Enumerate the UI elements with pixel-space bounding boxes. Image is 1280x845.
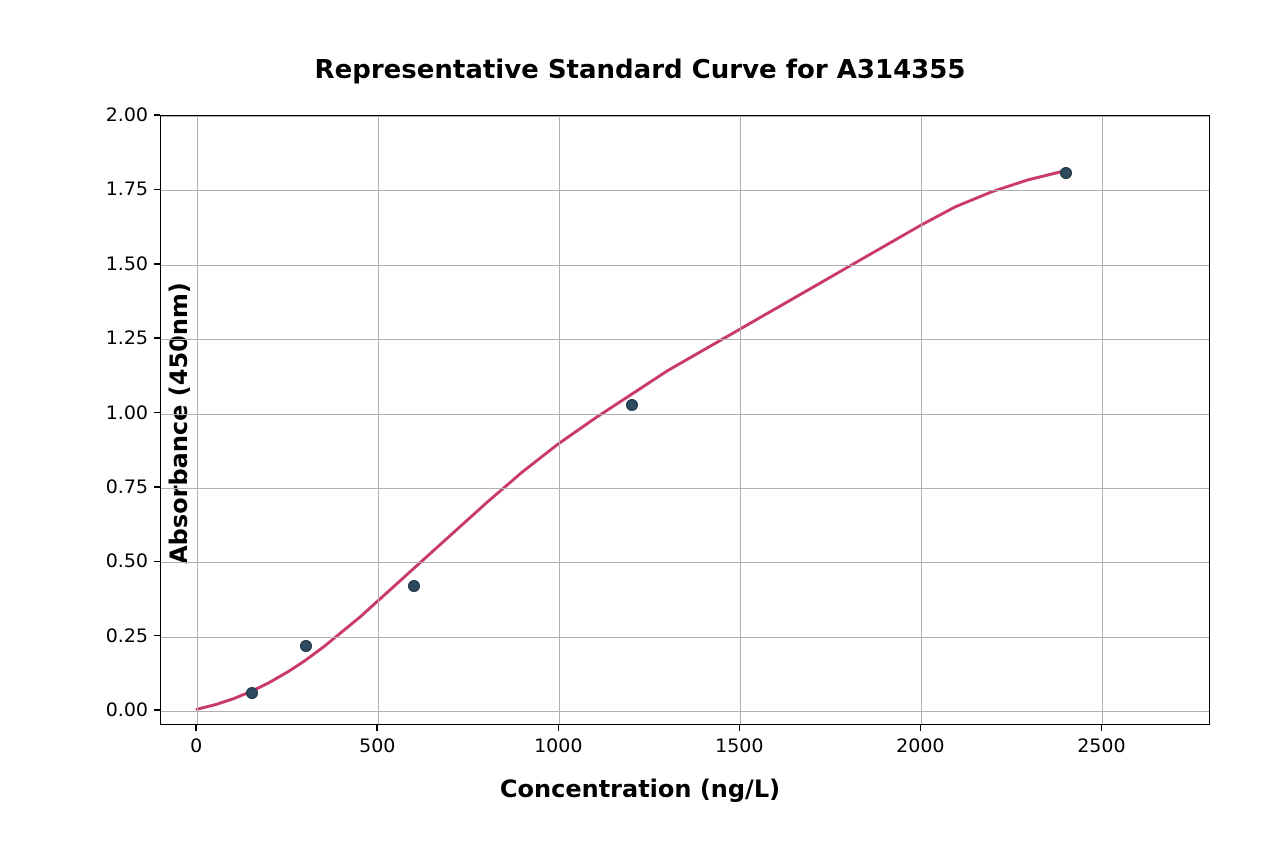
x-tick-label: 1500 [715,735,763,757]
x-tick-mark [739,725,741,731]
chart-container: Representative Standard Curve for A31435… [0,0,1280,845]
x-tick-mark [195,725,197,731]
scatter-point [408,580,420,592]
curve-line [161,116,1209,724]
y-tick-mark [154,486,160,488]
y-tick-label: 0.50 [98,550,148,572]
y-tick-label: 0.75 [98,476,148,498]
x-tick-mark [376,725,378,731]
gridline-vertical [740,116,741,724]
y-tick-label: 1.50 [98,253,148,275]
y-tick-mark [154,189,160,191]
y-tick-label: 2.00 [98,104,148,126]
x-tick-mark [1101,725,1103,731]
gridline-horizontal [161,116,1209,117]
gridline-vertical [921,116,922,724]
y-tick-mark [154,561,160,563]
gridline-horizontal [161,339,1209,340]
gridline-vertical [1102,116,1103,724]
chart-title: Representative Standard Curve for A31435… [315,55,966,85]
x-tick-label: 2000 [896,735,944,757]
y-tick-mark [154,412,160,414]
y-tick-mark [154,263,160,265]
scatter-point [626,399,638,411]
gridline-horizontal [161,488,1209,489]
gridline-vertical [378,116,379,724]
y-tick-mark [154,114,160,116]
gridline-horizontal [161,637,1209,638]
y-tick-label: 1.00 [98,402,148,424]
gridline-horizontal [161,711,1209,712]
y-tick-label: 1.25 [98,327,148,349]
x-tick-label: 2500 [1077,735,1125,757]
gridline-vertical [197,116,198,724]
y-tick-label: 0.25 [98,625,148,647]
x-tick-mark [920,725,922,731]
y-tick-mark [154,635,160,637]
scatter-point [246,687,258,699]
x-tick-mark [558,725,560,731]
scatter-point [300,640,312,652]
scatter-point [1060,167,1072,179]
x-tick-label: 500 [359,735,395,757]
plot-area [160,115,1210,725]
y-tick-mark [154,709,160,711]
gridline-horizontal [161,265,1209,266]
x-tick-label: 1000 [534,735,582,757]
x-axis-label: Concentration (ng/L) [500,775,780,803]
gridline-horizontal [161,562,1209,563]
y-tick-mark [154,337,160,339]
y-tick-label: 0.00 [98,699,148,721]
gridline-horizontal [161,190,1209,191]
gridline-horizontal [161,414,1209,415]
y-tick-label: 1.75 [98,178,148,200]
gridline-vertical [559,116,560,724]
x-tick-label: 0 [190,735,202,757]
